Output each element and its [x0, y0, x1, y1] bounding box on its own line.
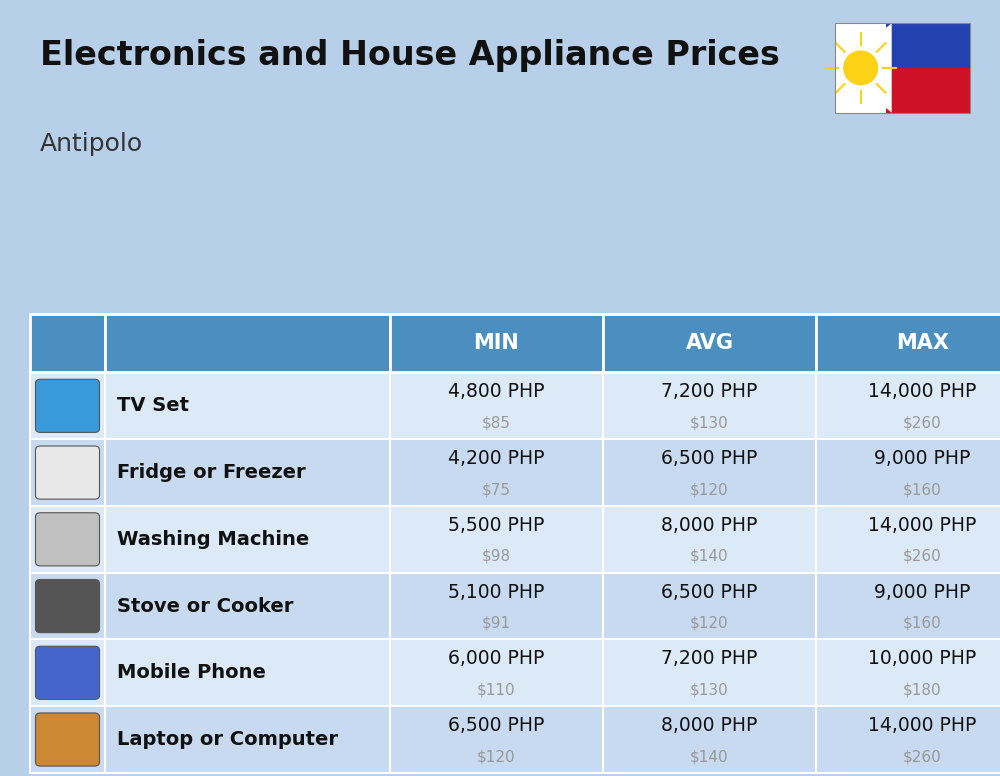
Text: 14,000 PHP: 14,000 PHP [868, 383, 977, 401]
Ellipse shape [843, 50, 878, 85]
Text: 5,100 PHP: 5,100 PHP [448, 583, 545, 601]
Text: $140: $140 [690, 749, 729, 764]
FancyBboxPatch shape [30, 706, 105, 773]
FancyBboxPatch shape [603, 372, 816, 439]
FancyBboxPatch shape [36, 446, 100, 499]
FancyBboxPatch shape [105, 439, 390, 506]
Text: $260: $260 [903, 749, 942, 764]
FancyBboxPatch shape [816, 639, 1000, 706]
Text: Mobile Phone: Mobile Phone [117, 663, 266, 682]
FancyBboxPatch shape [886, 23, 970, 68]
FancyBboxPatch shape [30, 506, 105, 573]
Text: $91: $91 [482, 615, 511, 631]
FancyBboxPatch shape [390, 439, 603, 506]
Text: 6,500 PHP: 6,500 PHP [448, 716, 545, 735]
Text: $160: $160 [903, 615, 942, 631]
Text: 6,500 PHP: 6,500 PHP [661, 449, 758, 468]
Text: 14,000 PHP: 14,000 PHP [868, 516, 977, 535]
Text: $140: $140 [690, 549, 729, 564]
Text: $180: $180 [903, 682, 942, 698]
FancyBboxPatch shape [816, 506, 1000, 573]
Text: $110: $110 [477, 682, 516, 698]
FancyBboxPatch shape [816, 439, 1000, 506]
FancyBboxPatch shape [835, 23, 970, 113]
FancyBboxPatch shape [603, 639, 816, 706]
Text: $260: $260 [903, 415, 942, 431]
FancyBboxPatch shape [603, 506, 816, 573]
Text: 7,200 PHP: 7,200 PHP [661, 383, 758, 401]
FancyBboxPatch shape [603, 573, 816, 639]
FancyBboxPatch shape [36, 513, 100, 566]
FancyBboxPatch shape [603, 706, 816, 773]
FancyBboxPatch shape [36, 646, 100, 699]
Text: Electronics and House Appliance Prices: Electronics and House Appliance Prices [40, 39, 780, 72]
FancyBboxPatch shape [30, 639, 105, 706]
FancyBboxPatch shape [390, 639, 603, 706]
Text: 6,000 PHP: 6,000 PHP [448, 650, 545, 668]
Text: Washing Machine: Washing Machine [117, 530, 309, 549]
FancyBboxPatch shape [105, 573, 390, 639]
Text: $120: $120 [690, 482, 729, 497]
Text: Antipolo: Antipolo [40, 132, 143, 156]
Polygon shape [835, 23, 892, 113]
FancyBboxPatch shape [105, 314, 390, 372]
Text: AVG: AVG [686, 334, 734, 353]
FancyBboxPatch shape [603, 314, 816, 372]
Text: 9,000 PHP: 9,000 PHP [874, 583, 971, 601]
Text: Laptop or Computer: Laptop or Computer [117, 730, 338, 749]
Text: 14,000 PHP: 14,000 PHP [868, 716, 977, 735]
Text: $120: $120 [477, 749, 516, 764]
Text: $260: $260 [903, 549, 942, 564]
FancyBboxPatch shape [390, 506, 603, 573]
Text: $130: $130 [690, 682, 729, 698]
FancyBboxPatch shape [105, 506, 390, 573]
Text: $120: $120 [690, 615, 729, 631]
Text: $85: $85 [482, 415, 511, 431]
FancyBboxPatch shape [36, 713, 100, 766]
FancyBboxPatch shape [390, 706, 603, 773]
FancyBboxPatch shape [390, 314, 603, 372]
FancyBboxPatch shape [603, 439, 816, 506]
Text: MAX: MAX [896, 334, 949, 353]
Text: 6,500 PHP: 6,500 PHP [661, 583, 758, 601]
Text: TV Set: TV Set [117, 397, 189, 415]
FancyBboxPatch shape [816, 573, 1000, 639]
Text: Stove or Cooker: Stove or Cooker [117, 597, 293, 615]
FancyBboxPatch shape [816, 706, 1000, 773]
FancyBboxPatch shape [105, 372, 390, 439]
Text: 8,000 PHP: 8,000 PHP [661, 716, 758, 735]
Text: MIN: MIN [474, 334, 519, 353]
Text: Fridge or Freezer: Fridge or Freezer [117, 463, 306, 482]
FancyBboxPatch shape [30, 314, 105, 372]
Text: 4,800 PHP: 4,800 PHP [448, 383, 545, 401]
FancyBboxPatch shape [30, 439, 105, 506]
Text: 4,200 PHP: 4,200 PHP [448, 449, 545, 468]
FancyBboxPatch shape [816, 314, 1000, 372]
FancyBboxPatch shape [36, 580, 100, 632]
Text: 8,000 PHP: 8,000 PHP [661, 516, 758, 535]
Text: 10,000 PHP: 10,000 PHP [868, 650, 977, 668]
FancyBboxPatch shape [30, 573, 105, 639]
FancyBboxPatch shape [105, 639, 390, 706]
Text: $75: $75 [482, 482, 511, 497]
FancyBboxPatch shape [36, 379, 100, 432]
Text: $160: $160 [903, 482, 942, 497]
FancyBboxPatch shape [105, 706, 390, 773]
FancyBboxPatch shape [390, 372, 603, 439]
Text: 5,500 PHP: 5,500 PHP [448, 516, 545, 535]
Text: $98: $98 [482, 549, 511, 564]
Text: 7,200 PHP: 7,200 PHP [661, 650, 758, 668]
Text: 9,000 PHP: 9,000 PHP [874, 449, 971, 468]
FancyBboxPatch shape [390, 573, 603, 639]
FancyBboxPatch shape [816, 372, 1000, 439]
FancyBboxPatch shape [30, 372, 105, 439]
FancyBboxPatch shape [886, 68, 970, 113]
Text: $130: $130 [690, 415, 729, 431]
